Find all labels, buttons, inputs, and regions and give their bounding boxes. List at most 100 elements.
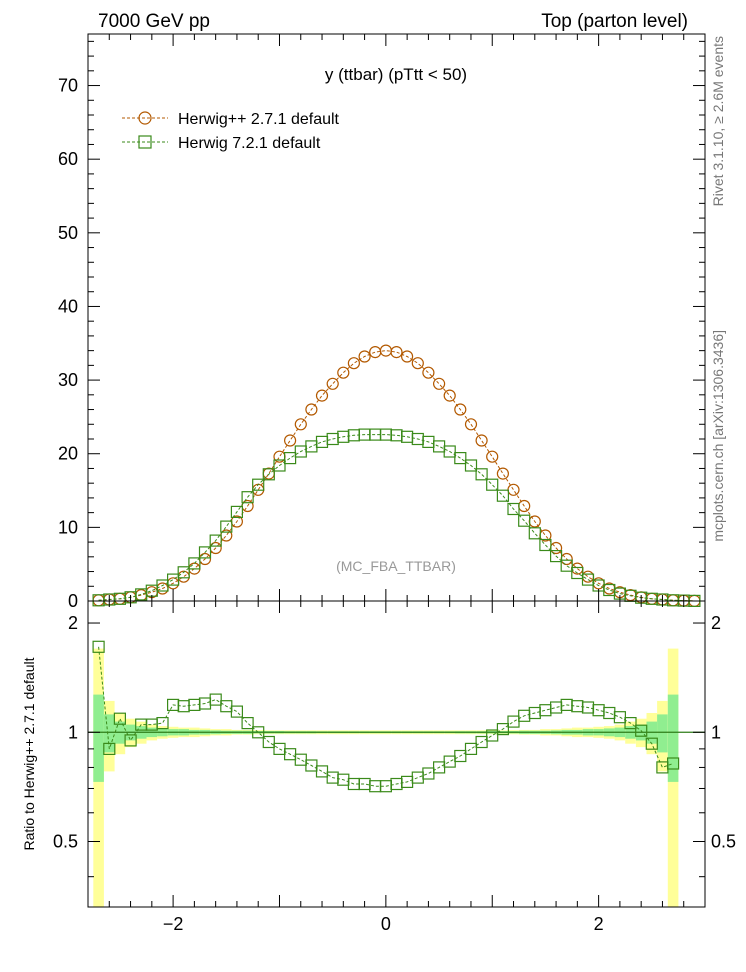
x-tick-label: 2 [594, 914, 604, 934]
data-point-circle [337, 366, 350, 379]
data-point-square [507, 502, 520, 516]
y-tick-label: 70 [58, 76, 78, 96]
data-point-square [496, 489, 509, 502]
y-tick-label: 20 [58, 444, 78, 464]
ratio-point-square [103, 742, 116, 756]
rivet-label: Rivet 3.1.10, ≥ 2.6M events [710, 36, 726, 206]
data-point-circle [379, 344, 392, 357]
data-point-circle [496, 467, 509, 480]
data-point-square [528, 527, 541, 540]
data-point-circle [347, 357, 360, 370]
series-line-1 [98, 434, 695, 602]
ratio-y-tick-label: 2 [68, 613, 78, 633]
data-point-circle [358, 350, 371, 363]
data-point-circle [422, 366, 435, 379]
ratio-point-square [358, 777, 371, 791]
y-tick-label: 10 [58, 517, 78, 537]
ratio-frame [87, 600, 706, 908]
y-tick-label: 0 [68, 591, 78, 611]
data-point-square [464, 459, 478, 472]
ratio-y-tick-label: 1 [68, 722, 78, 742]
data-point-square [220, 520, 233, 533]
data-point-circle [464, 418, 478, 431]
series-line-0 [98, 350, 695, 602]
data-point-circle [454, 403, 467, 416]
y-tick-label: 60 [58, 149, 78, 169]
legend: Herwig++ 2.7.1 default Herwig 7.2.1 defa… [122, 111, 340, 152]
ratio-point-square [113, 712, 127, 725]
main-panel: y (ttbar) (pTtt < 50) (MC_FBA_TTBAR) Her… [58, 33, 706, 611]
data-point-square [475, 468, 488, 481]
legend-marker-square-icon [138, 135, 152, 149]
ratio-point-square [443, 755, 456, 768]
data-point-circle [475, 434, 488, 447]
ratio-point-square [241, 716, 254, 730]
legend-entry-herwig7: Herwig 7.2.1 default [122, 135, 321, 152]
ratio-point-square [454, 749, 467, 763]
ratio-point-square [411, 771, 424, 784]
data-point-square [518, 514, 531, 527]
ratio-point-square [549, 701, 563, 714]
ratio-point-square [369, 780, 382, 793]
ratio-point-square [539, 704, 552, 717]
y-tick-label: 40 [58, 296, 78, 316]
x-tick-label: 0 [381, 914, 391, 934]
data-point-square [230, 505, 243, 518]
ratio-point-square [209, 693, 222, 706]
ratio-point-square [230, 705, 243, 718]
ratio-point-square [156, 716, 169, 730]
data-point-square [315, 435, 329, 448]
ratio-y-tick-label: 0.5 [53, 832, 78, 852]
data-point-square [198, 546, 212, 559]
ratio-point-square [635, 724, 648, 737]
data-point-square [188, 557, 201, 570]
legend-label-herwig7: Herwig 7.2.1 default [178, 135, 321, 152]
ratio-y-tick-label-right: 1 [711, 722, 721, 742]
data-point-circle [369, 346, 382, 359]
data-point-circle [411, 357, 424, 370]
ratio-panel: 0.5 0.5 1 1 2 2 −2 0 2 Ratio to Herwig++ 2.7.1 d… [21, 600, 736, 934]
ratio-point-square [464, 742, 478, 756]
ratio-point-square [666, 757, 680, 770]
ratio-point-square [422, 767, 435, 780]
legend-label-herwigpp: Herwig++ 2.7.1 default [178, 111, 340, 128]
ratio-point-square [603, 706, 616, 720]
y-tick-label: 50 [58, 223, 78, 243]
ratio-y-tick-label-right: 0.5 [711, 832, 736, 852]
data-point-square [486, 478, 499, 491]
data-point-circle [443, 389, 456, 402]
ratio-point-square [486, 729, 499, 742]
data-point-circle [294, 418, 307, 431]
y-tick-label: 30 [58, 370, 78, 390]
main-title: y (ttbar) (pTtt < 50) [325, 65, 467, 84]
header-left: 7000 GeV pp [98, 11, 210, 32]
data-point-square [560, 559, 573, 572]
ratio-series-line-0 [98, 646, 674, 787]
data-point-square [433, 440, 446, 453]
uncertainty-band-green [667, 694, 679, 782]
data-point-square [549, 549, 563, 563]
ratio-point-square [496, 722, 509, 736]
ratio-point-square [92, 640, 105, 653]
header-right: Top (parton level) [541, 11, 688, 32]
data-point-square [571, 566, 584, 580]
data-point-square [539, 538, 552, 552]
mcplots-label: mcplots.cern.ch [arXiv:1306.3436] [710, 330, 726, 542]
data-point-circle [433, 377, 446, 390]
data-point-circle [486, 450, 499, 463]
uncertainty-band-green [93, 694, 104, 782]
ratio-point-square [252, 726, 265, 739]
legend-marker-circle-icon [138, 111, 152, 125]
data-point-circle [390, 346, 403, 359]
uncertainty-band-green [104, 714, 115, 753]
ratio-point-square [507, 715, 520, 728]
data-point-square [252, 478, 265, 491]
data-point-square [177, 566, 190, 579]
data-point-square [454, 452, 467, 465]
ratio-y-tick-label-right: 2 [711, 613, 721, 633]
ratio-point-square [645, 737, 658, 750]
ratio-point-square [475, 735, 488, 749]
legend-entry-herwigpp: Herwig++ 2.7.1 default [122, 111, 340, 128]
data-point-square [273, 459, 286, 472]
